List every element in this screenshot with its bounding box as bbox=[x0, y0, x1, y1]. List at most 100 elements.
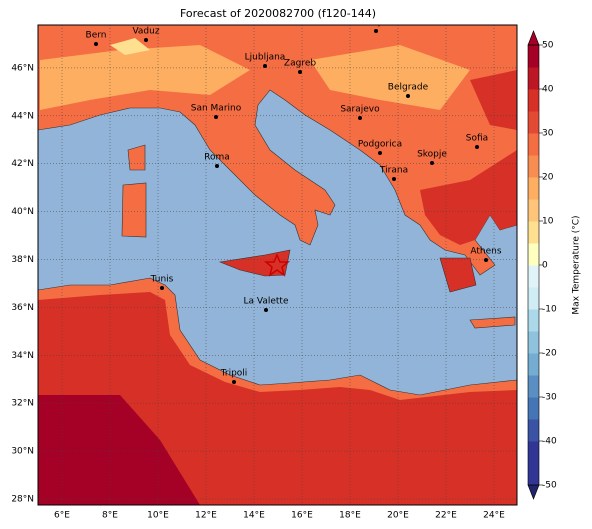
city-dot bbox=[378, 151, 382, 155]
city-label: Vaduz bbox=[132, 27, 159, 37]
city-dot bbox=[263, 64, 267, 68]
lon-tick-label: 20°E bbox=[387, 511, 409, 521]
lat-tick-label: 40°N bbox=[11, 207, 34, 217]
city-dot bbox=[94, 42, 98, 46]
lon-tick-label: 10°E bbox=[147, 511, 169, 521]
lon-tick-label: 24°E bbox=[483, 511, 505, 521]
colorbar-segment bbox=[528, 265, 539, 288]
city-label: San Marino bbox=[191, 104, 242, 114]
colorbar-segment bbox=[528, 441, 539, 464]
colorbar-segment bbox=[528, 419, 539, 442]
colorbar-segment bbox=[528, 67, 539, 90]
colorbar-tick-label: 10 bbox=[542, 217, 554, 227]
colorbar-extend bbox=[527, 30, 540, 46]
city-dot bbox=[214, 115, 218, 119]
colorbar-segment bbox=[528, 155, 539, 178]
city-label: La Valette bbox=[244, 297, 289, 307]
colorbar-extend bbox=[527, 484, 540, 500]
colorbar-segment bbox=[528, 243, 539, 266]
colorbar-tick-label: -40 bbox=[542, 437, 557, 447]
colorbar-tick-label: -30 bbox=[542, 393, 557, 403]
cool-zone bbox=[110, 38, 150, 55]
colorbar-segment bbox=[528, 221, 539, 244]
city-label: Bern bbox=[86, 31, 107, 41]
lon-tick-label: 8°E bbox=[102, 511, 118, 521]
colorbar-segment bbox=[528, 177, 539, 200]
city-dot bbox=[430, 161, 434, 165]
sicily bbox=[218, 249, 291, 277]
city-label: Sarajevo bbox=[340, 105, 380, 115]
colorbar-tick-label: 0 bbox=[542, 261, 548, 271]
warm-zone bbox=[40, 45, 250, 110]
lat-tick-label: 30°N bbox=[11, 447, 34, 457]
city-label: Ljubljana bbox=[245, 53, 286, 63]
city-dot bbox=[475, 145, 479, 149]
city-label: Skopje bbox=[417, 150, 447, 160]
city-dot bbox=[358, 116, 362, 120]
colorbar-tick-label: -10 bbox=[542, 305, 557, 315]
colorbar-segment bbox=[528, 331, 539, 354]
colorbar-tick-label: 20 bbox=[542, 173, 554, 183]
city-dot bbox=[484, 258, 488, 262]
colorbar-tick-label: 40 bbox=[542, 85, 554, 95]
city-dot bbox=[264, 308, 268, 312]
colorbar-segment bbox=[528, 353, 539, 376]
lon-tick-label: 16°E bbox=[291, 511, 313, 521]
city-dot bbox=[215, 164, 219, 168]
lon-tick-label: 12°E bbox=[195, 511, 217, 521]
lon-tick-label: 22°E bbox=[435, 511, 457, 521]
colorbar-segment bbox=[528, 133, 539, 156]
city-label: Belgrade bbox=[388, 83, 429, 93]
city-dot bbox=[232, 380, 236, 384]
graticule bbox=[38, 25, 517, 505]
city-dot bbox=[406, 94, 410, 98]
axes: 6°E 8°E 10°E 12°E 14°E 16°E 18°E 20°E 22°E 24°E 28… bbox=[11, 63, 505, 520]
colorbar-tick-label: 30 bbox=[542, 129, 554, 139]
forecast-star bbox=[263, 253, 291, 277]
colorbar-segment bbox=[528, 199, 539, 222]
colorbar-segment bbox=[528, 309, 539, 332]
lat-tick-label: 44°N bbox=[11, 111, 34, 121]
lat-tick-label: 32°N bbox=[11, 399, 34, 409]
colorbar-segment bbox=[528, 397, 539, 420]
colorbar-segment bbox=[528, 45, 539, 68]
city-dot bbox=[392, 177, 396, 181]
city-label: Budapest bbox=[355, 18, 398, 28]
hot-zone bbox=[420, 150, 517, 245]
lat-tick-label: 46°N bbox=[11, 63, 34, 73]
city-dot bbox=[144, 38, 148, 42]
city-label: Tirana bbox=[379, 166, 408, 176]
colorbar-tick-label: 50 bbox=[542, 41, 554, 51]
colorbar-segment bbox=[528, 463, 539, 486]
colorbar: -50 -40 -30 -20 -10 0 10 20 30 40 50 bbox=[527, 30, 557, 500]
colorbar-tick-label: -20 bbox=[542, 349, 557, 359]
city-dot bbox=[160, 286, 164, 290]
colorbar-tick-label: -50 bbox=[542, 481, 557, 491]
colorbar-label: Max Temperature (°C) bbox=[572, 215, 582, 314]
city-label: Tripoli bbox=[220, 369, 248, 379]
lat-tick-label: 28°N bbox=[11, 495, 34, 505]
lon-tick-label: 18°E bbox=[339, 511, 361, 521]
colorbar-segment bbox=[528, 287, 539, 310]
hot-zone bbox=[470, 70, 517, 130]
crete bbox=[469, 316, 516, 329]
city-label: Tunis bbox=[150, 275, 174, 285]
very-hot-zone bbox=[38, 395, 200, 505]
colorbar-segment bbox=[528, 89, 539, 112]
sardinia bbox=[121, 182, 147, 238]
lat-tick-label: 38°N bbox=[11, 255, 34, 265]
city-label: Zagreb bbox=[284, 59, 316, 69]
lat-tick-label: 34°N bbox=[11, 351, 34, 361]
lon-tick-label: 6°E bbox=[54, 511, 70, 521]
city-dot bbox=[298, 70, 302, 74]
city-label: Athens bbox=[470, 247, 501, 257]
city-label: Podgorica bbox=[358, 140, 402, 150]
lat-tick-label: 42°N bbox=[11, 159, 34, 169]
lat-tick-label: 36°N bbox=[11, 303, 34, 313]
colorbar-segment bbox=[528, 375, 539, 398]
lon-tick-label: 14°E bbox=[243, 511, 265, 521]
peloponnese bbox=[439, 257, 477, 293]
